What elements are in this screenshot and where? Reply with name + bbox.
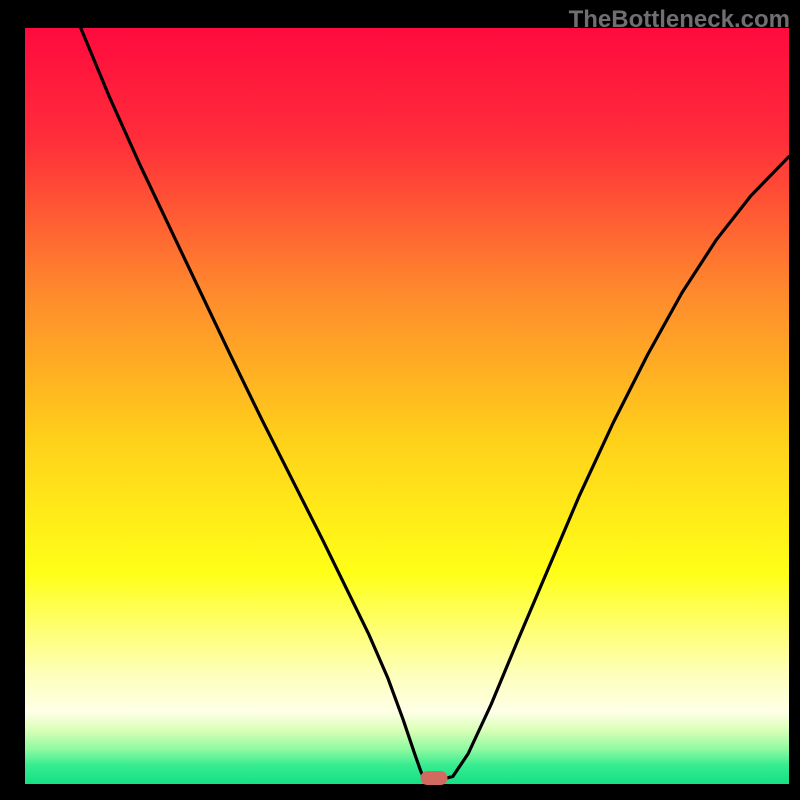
chart-stage: TheBottleneck.com — [0, 0, 800, 800]
optimal-point-marker — [420, 771, 447, 785]
plot-area — [25, 28, 789, 784]
bottleneck-curve — [25, 28, 789, 784]
watermark-label: TheBottleneck.com — [569, 6, 790, 34]
